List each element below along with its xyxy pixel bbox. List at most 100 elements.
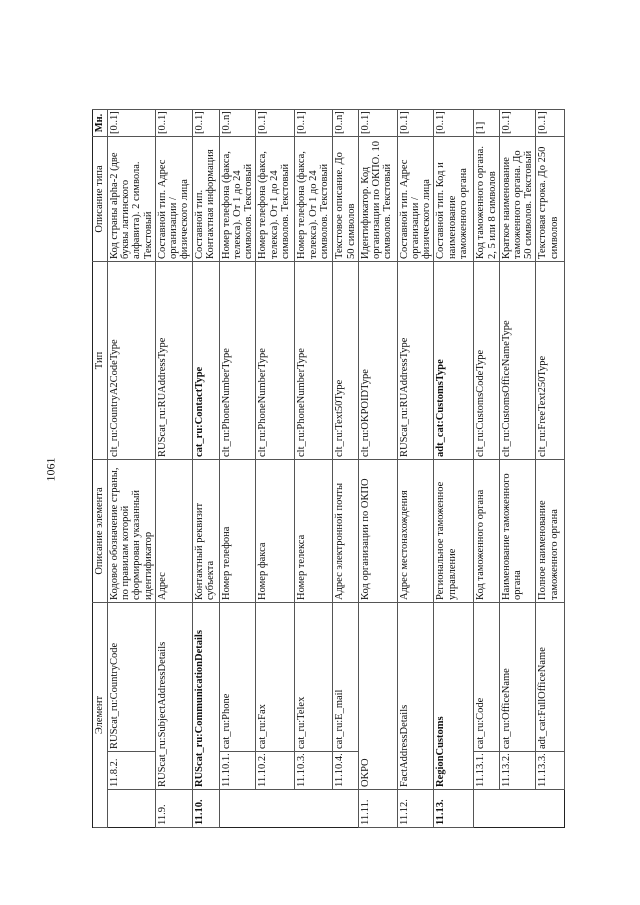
row-number-empty: [499, 790, 536, 828]
element-description: Номер телекса: [294, 459, 333, 603]
sub-row-number: 11.10.4.: [332, 751, 359, 790]
element-name: cat_ru:Fax: [255, 602, 295, 752]
page-number: 1061: [43, 457, 58, 482]
table-row: 11.13.1. cat_ru:Code Код таможенного орган…: [473, 109, 500, 828]
element-name: cat_ru:Phone: [219, 602, 256, 752]
element-description: Номер факса: [255, 459, 295, 603]
table-row: 11.12. FactAddressDetails Адрес местонахож…: [397, 109, 434, 828]
sub-row-number: 11.10.1.: [219, 751, 256, 790]
table-row: 11.13.2. cat_ru:OfficeName Наименование та…: [499, 109, 536, 828]
multiplicity: [0..1]: [107, 109, 156, 137]
table-row: 11.10.2. cat_ru:Fax Номер факса clt_ru:Phon…: [255, 109, 295, 828]
element-type: clt_ru:PhoneNumberType: [294, 261, 333, 460]
sub-row-number: 11.8.2.: [107, 751, 156, 790]
type-description: Составной тип. Адрес организации / физич…: [155, 136, 193, 262]
element-name: adt_cat:FullOfficeName: [535, 602, 565, 752]
header-element-description: Описание элемента: [92, 459, 108, 603]
type-description: Идентификатор. Код организации по ОКПО. …: [358, 136, 398, 262]
multiplicity: [0..n]: [219, 109, 256, 137]
element-type: clt_ru:OKPOIDType: [358, 261, 398, 460]
multiplicity: [0..1]: [499, 109, 536, 137]
multiplicity: [1]: [473, 109, 500, 137]
element-description: Полное наименование таможенного органа: [535, 459, 565, 603]
element-name: RUScat_ru:CommunicationDetails: [192, 602, 220, 790]
row-number-empty: [295, 790, 333, 828]
type-description: Составной тип. Код и наименование таможе…: [433, 136, 474, 262]
row-number: 11.12.: [397, 789, 434, 828]
sub-row-number: 11.13.2.: [499, 751, 536, 790]
sub-row-number: 11.13.3.: [535, 751, 565, 790]
sub-row-number: 11.10.2.: [255, 751, 295, 790]
sub-row-number: 11.10.3.: [294, 751, 333, 790]
type-description: Составной тип. Контактная информация: [192, 136, 220, 262]
multiplicity: [0..n]: [332, 109, 359, 137]
element-name: OKPO: [358, 602, 398, 790]
element-name: RUScat_ru:CountryCode: [107, 602, 156, 752]
table-row: 11.10.4. cat_ru:E_mail Адрес электронной п…: [332, 109, 359, 828]
table-row: 11.8.2. RUScat_ru:CountryCode Кодовое обоз…: [107, 109, 156, 828]
element-type: clt_ru:CustomsCodeType: [473, 261, 500, 460]
row-number-empty: [474, 790, 499, 828]
type-description: Номер телефона (факса, телекса). От 1 до…: [294, 136, 333, 262]
element-name: cat_ru:OfficeName: [499, 602, 536, 752]
header-type-description: Описание типа: [92, 136, 108, 262]
type-description: Текстовая строка. До 250 символов: [535, 136, 565, 262]
multiplicity: [0..1]: [155, 109, 193, 137]
element-type: clt_ru:CustomsOfficeNameType: [499, 261, 536, 460]
element-name: cat_ru:E_mail: [332, 602, 359, 752]
element-description: Код организации по ОКПО: [358, 459, 398, 603]
type-description: Краткое наименование таможенного органа.…: [499, 136, 536, 262]
header-multiplicity: Мн.: [92, 109, 108, 137]
table-row: 11.10.1. cat_ru:Phone Номер телефона clt_ru…: [219, 109, 256, 828]
header-type: Тип: [92, 261, 108, 460]
element-name: RegionCustoms: [433, 602, 474, 790]
multiplicity: [0..1]: [358, 109, 398, 137]
multiplicity: [0..1]: [433, 109, 474, 137]
element-description: Адрес электронной почты: [332, 459, 359, 603]
multiplicity: [0..1]: [294, 109, 333, 137]
row-number-empty: [536, 790, 565, 828]
table-header-row: Элемент Описание элемента Тип Описание т…: [92, 109, 108, 828]
element-description: Региональное таможенное управление: [433, 459, 474, 603]
element-description: Контактный реквизит субъекта: [192, 459, 220, 603]
element-type: cat_ru:ContactType: [192, 261, 220, 460]
row-number: 11.10.: [192, 789, 220, 828]
element-description: Кодовое обозначение страны, по правилам …: [107, 459, 156, 603]
element-type: clt_ru:CountryA2CodeType: [107, 261, 156, 460]
row-number: 11.9.: [155, 789, 193, 828]
element-description: Наименование таможенного органа: [499, 459, 536, 603]
table-row: 11.9. RUScat_ru:SubjectAddressDetails Адре…: [155, 109, 193, 828]
type-description: Составной тип. Адрес организации / физич…: [397, 136, 434, 262]
row-number: 11.13.: [433, 789, 474, 828]
multiplicity: [0..1]: [255, 109, 295, 137]
element-type: clt_ru:PhoneNumberType: [219, 261, 256, 460]
row-number-empty: [219, 790, 256, 828]
type-description: Код страны alpha-2 (две буквы латинского…: [107, 136, 156, 262]
table-row: 11.13.3. adt_cat:FullOfficeName Полное наи…: [535, 109, 565, 828]
type-description: Код таможенного органа. 2, 5 или 8 симво…: [473, 136, 500, 262]
element-name: cat_ru:Code: [473, 602, 500, 752]
multiplicity: [0..1]: [535, 109, 565, 137]
element-type: RUScat_ru:RUAddressType: [397, 261, 434, 460]
row-number-empty: [333, 790, 358, 828]
table-row: 11.10.3. cat_ru:Telex Номер телекса clt_ru:…: [294, 109, 333, 828]
element-description: Адрес: [155, 459, 193, 603]
element-type: clt_ru:Text50Type: [332, 261, 359, 460]
type-description: Номер телефона (факса, телекса). От 1 до…: [219, 136, 256, 262]
element-type: clt_ru:PhoneNumberType: [255, 261, 295, 460]
element-description: Номер телефона: [219, 459, 256, 603]
element-description: Адрес местонахождения: [397, 459, 434, 603]
row-number-empty: [256, 790, 295, 828]
element-name: RUScat_ru:SubjectAddressDetails: [155, 602, 193, 790]
elements-table: Элемент Описание элемента Тип Описание т…: [92, 109, 566, 828]
table-row: 11.13. RegionCustoms Региональное таможенн…: [433, 109, 474, 828]
element-type: RUScat_ru:RUAddressType: [155, 261, 193, 460]
table-row: 11.10. RUScat_ru:CommunicationDetails Конт…: [192, 109, 220, 828]
table-row: 11.11. OKPO Код организации по ОКПО clt_ru:…: [358, 109, 398, 828]
type-description: Номер телефона (факса, телекса). От 1 до…: [255, 136, 295, 262]
element-description: Код таможенного органа: [473, 459, 500, 603]
header-element: Элемент: [92, 602, 108, 828]
element-type: adt_cat:CustomsType: [433, 261, 474, 460]
row-number: 11.11.: [358, 789, 398, 828]
element-name: cat_ru:Telex: [294, 602, 333, 752]
